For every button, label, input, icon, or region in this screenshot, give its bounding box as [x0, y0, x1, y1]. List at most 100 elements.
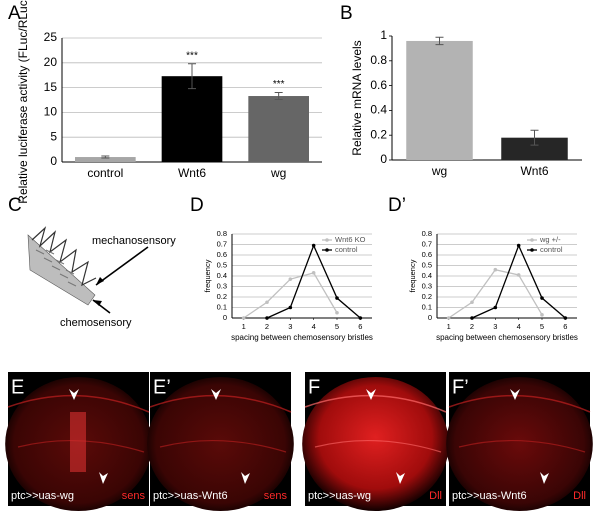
data-point — [516, 273, 521, 277]
data-point — [265, 316, 269, 320]
panel-label: F — [308, 376, 320, 398]
y-tick-label: 0 — [223, 313, 227, 322]
wing-disc — [302, 377, 449, 511]
data-point — [470, 316, 474, 320]
error-bar — [530, 129, 539, 146]
data-point — [288, 305, 293, 310]
y-tick-label: 15 — [44, 80, 58, 94]
x-tick-label: 3 — [288, 322, 292, 331]
data-point — [540, 313, 544, 317]
stain-label: Dll — [573, 490, 586, 502]
disc-fold — [458, 439, 586, 453]
y-tick-label: 0 — [428, 313, 432, 322]
x-tick-label: 6 — [563, 322, 567, 331]
x-tick-label: 3 — [493, 322, 497, 331]
y-tick-label: 0.2 — [422, 292, 432, 301]
y-axis-label: frequency — [408, 259, 417, 292]
legend-marker — [530, 248, 534, 252]
panel-label: E’ — [153, 376, 171, 398]
wing-disc — [147, 377, 294, 511]
error-bar — [435, 36, 444, 46]
y-tick-label: 0 — [50, 154, 57, 168]
x-axis-label: spacing between chemosensory bristles — [436, 333, 578, 342]
disc-fold — [149, 394, 292, 413]
data-point — [493, 267, 498, 272]
panel-label: A — [8, 3, 21, 24]
y-tick-label: 0.6 — [217, 250, 227, 259]
y-tick-label: 0.3 — [217, 281, 227, 290]
bristle-drawing — [27, 226, 149, 314]
y-tick-label: 0.1 — [422, 302, 432, 311]
panel-label: B — [340, 3, 353, 24]
y-tick-label: 0.8 — [370, 53, 387, 67]
legend-label: control — [335, 245, 358, 254]
arrowhead — [69, 389, 79, 400]
y-tick-label: 25 — [44, 30, 58, 44]
y-tick-label: 5 — [50, 129, 57, 143]
y-tick-label: 0.6 — [422, 250, 432, 259]
y-tick-label: 0 — [380, 152, 387, 166]
series-line — [448, 268, 543, 319]
y-tick-label: 10 — [44, 105, 58, 119]
genotype-label: ptc>>uas-Wnt6 — [153, 490, 228, 502]
bar — [75, 157, 136, 162]
bar — [406, 40, 473, 160]
diagram-label: mechanosensory — [92, 235, 176, 247]
arrowhead — [99, 472, 108, 484]
y-tick-label: 0.7 — [422, 239, 432, 248]
x-tick-label: 6 — [358, 322, 362, 331]
y-tick-label: 20 — [44, 55, 58, 69]
x-tick-label: 1 — [242, 322, 246, 331]
y-tick-label: 0.1 — [217, 302, 227, 311]
x-tick-label: 2 — [265, 322, 269, 331]
wing-disc — [446, 377, 593, 511]
x-axis-label: spacing between chemosensory bristles — [231, 333, 373, 342]
x-tick-label: Wnt6 — [178, 166, 206, 180]
data-point — [470, 300, 474, 305]
error-bar — [188, 63, 196, 90]
data-point — [446, 316, 451, 320]
y-tick-label: 0.5 — [217, 260, 227, 269]
data-point — [311, 243, 316, 248]
arrowhead — [540, 472, 549, 484]
panel-label: C — [8, 195, 22, 216]
legend-label: wg +/- — [539, 235, 561, 244]
error-bar — [101, 155, 110, 159]
y-tick-label: 0.4 — [217, 271, 227, 280]
disc-fold — [159, 439, 287, 453]
genotype-label: ptc>>uas-wg — [308, 490, 371, 502]
data-point — [358, 316, 363, 320]
panel-label: D — [190, 195, 204, 216]
data-point — [563, 316, 568, 320]
y-tick-label: 0.8 — [217, 229, 227, 238]
x-tick-label: 1 — [447, 322, 451, 331]
disc-fold — [304, 394, 447, 413]
error-bar — [274, 92, 283, 101]
x-tick-label: wg — [270, 166, 286, 180]
bar — [501, 137, 568, 160]
disc-fold — [7, 394, 150, 413]
x-tick-label: 2 — [470, 322, 474, 331]
arrowhead — [366, 389, 376, 400]
y-tick-label: 0.6 — [370, 78, 387, 92]
data-point — [288, 277, 293, 281]
bar — [248, 96, 309, 162]
data-point — [265, 300, 269, 305]
significance-mark: *** — [273, 79, 285, 90]
y-tick-label: 0.7 — [217, 239, 227, 248]
y-tick-label: 0.5 — [422, 260, 432, 269]
legend-marker — [325, 238, 329, 242]
x-tick-label: 5 — [540, 322, 544, 331]
x-tick-label: Wnt6 — [520, 164, 548, 178]
x-tick-label: control — [87, 166, 123, 180]
y-tick-label: 0.4 — [422, 271, 432, 280]
arrowhead — [510, 389, 520, 400]
bar — [161, 76, 223, 162]
data-point — [540, 296, 544, 300]
y-tick-label: 0.4 — [370, 103, 387, 117]
genotype-label: ptc>>uas-Wnt6 — [452, 490, 527, 502]
significance-mark: *** — [186, 50, 198, 61]
x-tick-label: 4 — [517, 322, 521, 331]
legend-label: Wnt6 KO — [335, 235, 366, 244]
